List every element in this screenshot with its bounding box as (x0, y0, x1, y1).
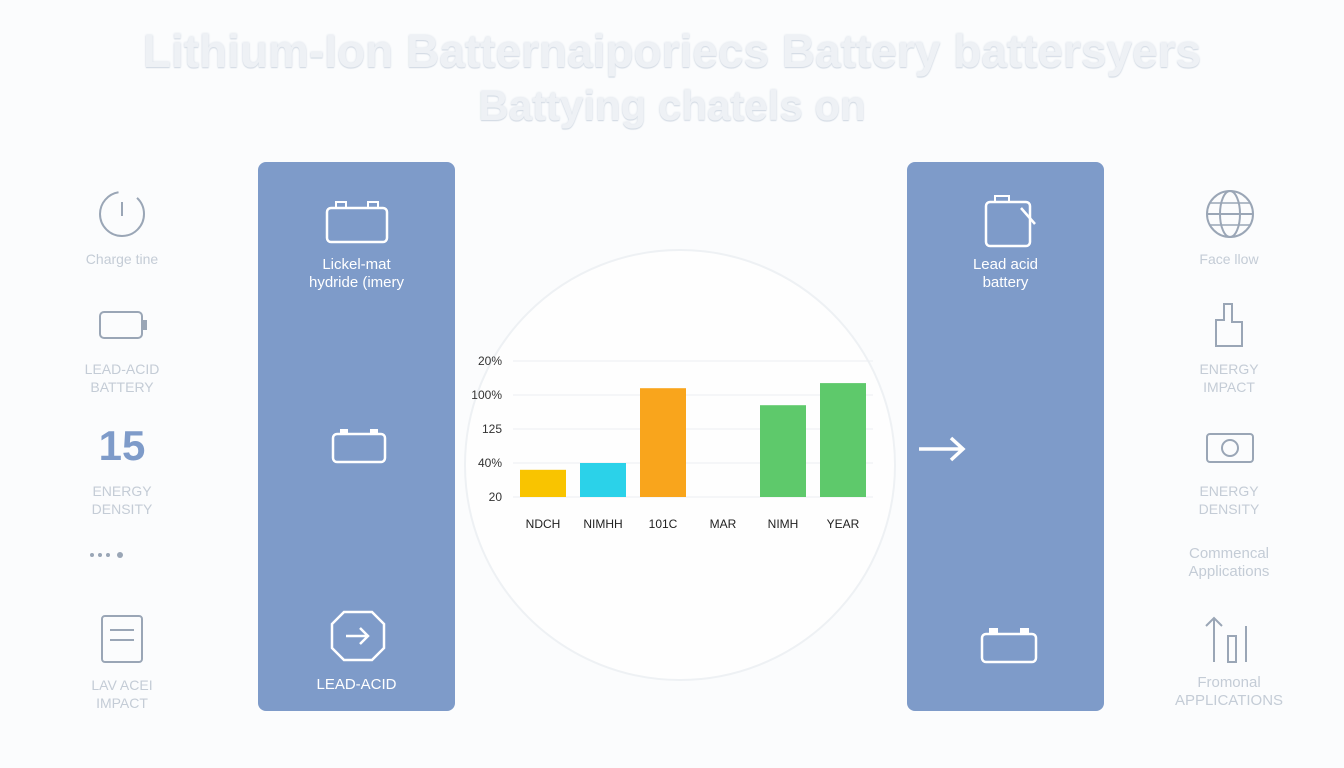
panel-label: Lead acid battery (972, 256, 1039, 291)
side-label: Fromonal APPLICATIONS (1174, 674, 1284, 709)
x-tick-label: 101C (649, 517, 678, 531)
x-tick-label: MAR (710, 517, 737, 531)
x-tick-label: NIMH (768, 517, 799, 531)
growth-icon (1205, 616, 1247, 663)
arrow-icon (330, 610, 386, 662)
battery-icon (99, 311, 147, 339)
left-panel: Lickel-mat hydride (imery LEAD-ACID (258, 162, 455, 711)
y-tick-label: 40% (478, 456, 502, 470)
title: Lithium-Ion Batternaiporiecs Battery bat… (142, 25, 1202, 77)
hand-icon (1215, 303, 1243, 347)
x-tick-label: NIMHH (583, 517, 622, 531)
y-tick-label: 20 (489, 490, 503, 504)
y-tick-label: 20% (478, 354, 502, 368)
x-tick-label: YEAR (827, 517, 860, 531)
side-label: Face llow (1199, 251, 1259, 267)
y-tick-label: 125 (482, 422, 502, 436)
subtitle: Battying chatels on (478, 82, 866, 129)
side-label: LAV ACEI IMPACT (91, 677, 153, 711)
side-label: LEAD-ACID BATTERY (84, 361, 160, 395)
right-panel: Lead acid battery (907, 162, 1104, 711)
side-label: ENERGY DENSITY (91, 483, 153, 517)
battery-icon (984, 195, 1036, 248)
panel-label: Lickel-mat hydride (imery (308, 256, 405, 291)
side-label: Commencal Applications (1188, 545, 1270, 580)
big-number: 15 (98, 422, 146, 469)
battery-icon (325, 201, 389, 244)
panel-label: LEAD-ACID (316, 676, 397, 693)
bar (820, 383, 866, 497)
bar (520, 469, 566, 497)
side-label: ENERGY IMPACT (1199, 361, 1259, 395)
camera-icon (1206, 433, 1254, 463)
bar (580, 463, 626, 497)
side-label: ENERGY DENSITY (1198, 483, 1260, 517)
battery-icon (980, 628, 1038, 664)
globe-icon (1206, 190, 1254, 238)
side-label: Charge tine (85, 251, 159, 267)
battery-icon (331, 429, 387, 464)
bar (640, 388, 686, 497)
arrow-icon (919, 436, 966, 462)
bar (760, 405, 806, 497)
clock-icon (99, 191, 145, 237)
dots (90, 552, 123, 558)
clipboard-icon (101, 615, 143, 663)
y-tick-label: 100% (471, 388, 502, 402)
x-tick-label: NDCH (526, 517, 561, 531)
